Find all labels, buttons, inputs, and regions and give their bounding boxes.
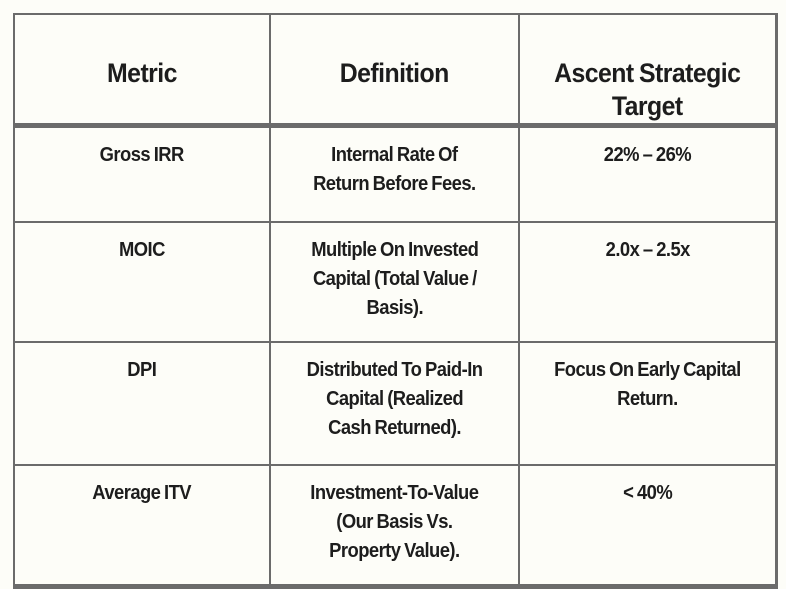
cell-target: 22% – 26% <box>518 124 778 223</box>
cell-metric: DPI <box>13 340 271 466</box>
definition-text: Investment-To-Value (Our Basis Vs. Prope… <box>310 481 479 562</box>
metric-label: Average ITV <box>92 481 192 504</box>
metric-label: MOIC <box>119 238 165 261</box>
table-row-dpi: DPI Distributed To Paid-In Capital (Real… <box>13 340 778 466</box>
cell-definition: Distributed To Paid-In Capital (Realized… <box>269 340 520 466</box>
column-header-definition: Definition <box>269 13 520 128</box>
column-header-target: Ascent Strategic Target <box>518 13 778 128</box>
target-value: 2.0x – 2.5x <box>605 238 690 261</box>
table-row-average-itv: Average ITV Investment-To-Value (Our Bas… <box>13 463 778 589</box>
target-value: 22% – 26% <box>603 144 692 166</box>
cell-target: < 40% <box>518 463 778 589</box>
cell-metric: Gross IRR <box>13 124 271 223</box>
definition-text: Internal Rate Of Return Before Fees. <box>313 144 476 195</box>
metric-label: DPI <box>127 358 157 381</box>
table-row-moic: MOIC Multiple On Invested Capital (Total… <box>13 220 778 343</box>
definition-text: Multiple On Invested Capital (Total Valu… <box>310 238 479 319</box>
cell-metric: MOIC <box>13 220 271 343</box>
metric-label: Gross IRR <box>99 144 185 166</box>
target-value: < 40% <box>622 481 673 504</box>
cell-definition: Internal Rate Of Return Before Fees. <box>269 124 520 223</box>
definition-text: Distributed To Paid-In Capital (Realized… <box>306 358 483 439</box>
header-row: Metric Definition Ascent Strategic Targe… <box>13 13 778 128</box>
cell-target: Focus On Early Capital Return. <box>518 340 778 466</box>
column-header-metric: Metric <box>13 13 271 128</box>
target-value: Focus On Early Capital Return. <box>553 358 741 410</box>
metrics-table: Metric Definition Ascent Strategic Targe… <box>13 13 778 589</box>
column-header-definition-label: Definition <box>339 58 450 88</box>
column-header-target-label: Ascent Strategic Target <box>554 58 741 121</box>
cell-target: 2.0x – 2.5x <box>518 220 778 343</box>
cell-metric: Average ITV <box>13 463 271 589</box>
cell-definition: Investment-To-Value (Our Basis Vs. Prope… <box>269 463 520 589</box>
cell-definition: Multiple On Invested Capital (Total Valu… <box>269 220 520 343</box>
column-header-metric-label: Metric <box>107 58 177 88</box>
table-row-gross-irr: Gross IRR Internal Rate Of Return Before… <box>13 124 778 223</box>
